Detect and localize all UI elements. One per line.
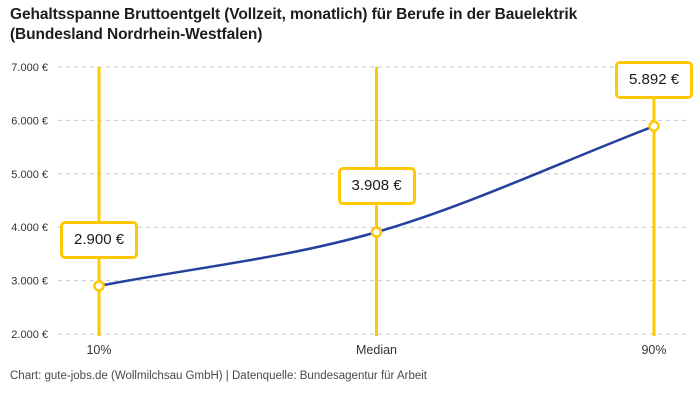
y-axis-tick-label: 7.000 € (11, 62, 48, 74)
y-axis-tick-label: 3.000 € (11, 276, 48, 288)
y-axis-tick-label: 2.000 € (11, 329, 48, 341)
value-label-box: 3.908 € (337, 167, 416, 206)
chart-title-line-1: Gehaltsspanne Bruttoentgelt (Vollzeit, m… (10, 6, 578, 23)
value-label-box: 5.892 € (615, 61, 694, 100)
x-axis-tick-label: 90% (641, 343, 666, 357)
y-axis-tick-label: 4.000 € (11, 222, 48, 234)
y-axis-tick-label: 6.000 € (11, 115, 48, 127)
chart-footer-attribution: Chart: gute-jobs.de (Wollmilchsau GmbH) … (10, 370, 427, 382)
chart-title-line-2: (Bundesland Nordrhein-Westfalen) (10, 26, 263, 43)
x-axis-tick-label: Median (356, 343, 397, 357)
data-point-marker (648, 120, 660, 132)
data-point-marker (370, 226, 383, 238)
y-axis-tick-label: 5.000 € (11, 169, 48, 181)
chart-title: Gehaltsspanne Bruttoentgelt (Vollzeit, m… (10, 5, 670, 45)
x-axis-tick-label: 10% (86, 343, 111, 357)
value-label-box: 2.900 € (60, 220, 139, 259)
data-point-marker (93, 280, 105, 292)
